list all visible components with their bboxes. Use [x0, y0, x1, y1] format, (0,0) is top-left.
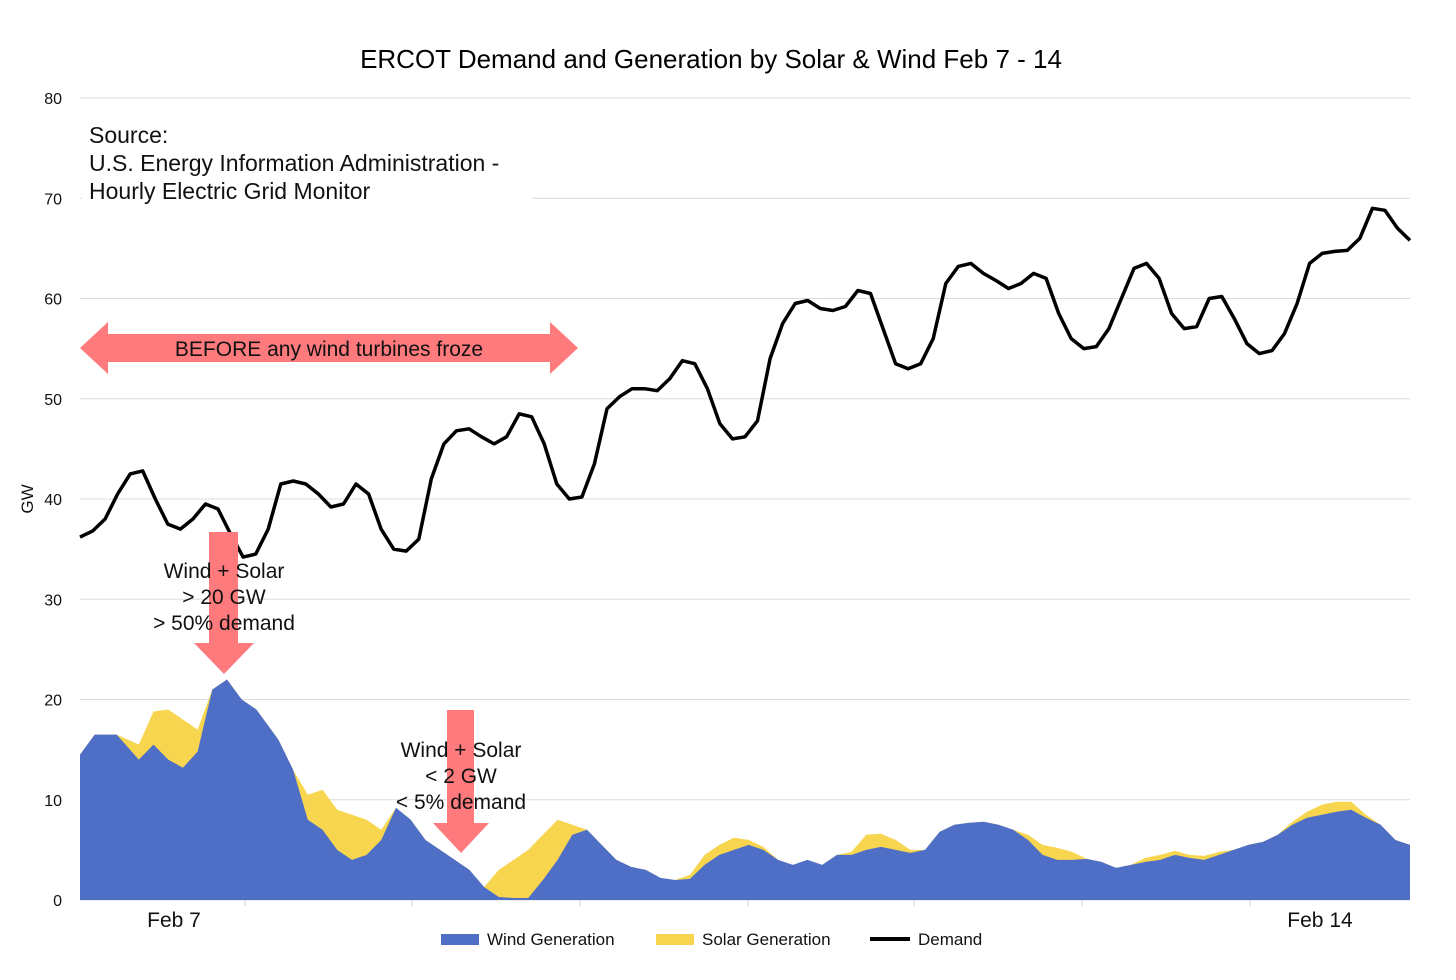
before-freeze-arrow: [80, 322, 578, 374]
y-tick-30: 30: [44, 592, 62, 609]
legend-solar-swatch: [656, 934, 694, 945]
source-line-1: Source:: [89, 122, 168, 148]
low-gen-line-3: < 5% demand: [396, 791, 526, 814]
legend-solar-label: Solar Generation: [702, 930, 831, 949]
y-tick-70: 70: [44, 191, 62, 208]
source-line-3: Hourly Electric Grid Monitor: [89, 178, 371, 204]
y-tick-60: 60: [44, 292, 62, 309]
legend-demand-label: Demand: [918, 930, 982, 949]
y-tick-20: 20: [44, 693, 62, 710]
high-gen-line-3: > 50% demand: [153, 612, 295, 635]
area-series: [80, 679, 1410, 900]
low-gen-line-1: Wind + Solar: [401, 739, 522, 762]
line-series: [79, 206, 1412, 559]
y-tick-labels: 0 10 20 30 40 50 60 70 80: [44, 91, 62, 910]
high-generation-arrow: [194, 532, 254, 674]
y-tick-50: 50: [44, 392, 62, 409]
y-tick-10: 10: [44, 793, 62, 810]
chart-title: ERCOT Demand and Generation by Solar & W…: [360, 44, 1062, 74]
legend-wind-label: Wind Generation: [487, 930, 615, 949]
y-tick-80: 80: [44, 91, 62, 108]
source-box-bg: [82, 118, 532, 214]
wind-generation-area: [80, 679, 1410, 900]
low-generation-arrow: [433, 710, 489, 853]
y-tick-40: 40: [44, 492, 62, 509]
legend: Wind Generation Solar Generation Demand: [441, 930, 982, 949]
low-gen-line-2: < 2 GW: [425, 765, 497, 788]
x-tick-labels: Feb 7 Feb 14: [147, 909, 1353, 932]
y-tick-0: 0: [53, 893, 62, 910]
before-freeze-label: BEFORE any wind turbines froze: [175, 338, 483, 361]
x-tick-feb-14: Feb 14: [1287, 909, 1353, 932]
source-line-2: U.S. Energy Information Administration -: [89, 150, 499, 176]
high-gen-line-1: Wind + Solar: [164, 560, 285, 583]
legend-wind-swatch: [441, 934, 479, 945]
x-tick-feb-7: Feb 7: [147, 909, 201, 932]
high-gen-line-2: > 20 GW: [182, 586, 266, 609]
demand-line: [79, 206, 1412, 559]
y-axis-label: GW: [18, 484, 37, 513]
